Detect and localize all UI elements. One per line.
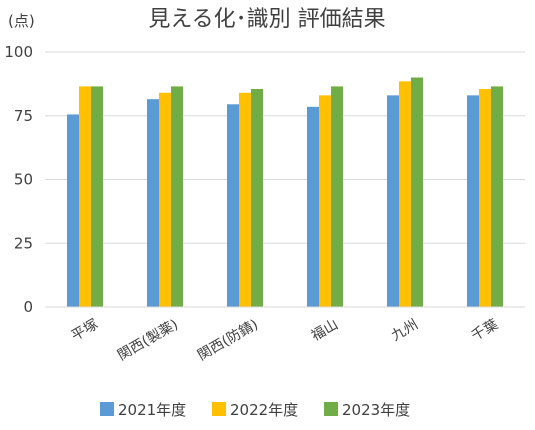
legend-swatch bbox=[324, 402, 338, 416]
y-tick-label: 100 bbox=[4, 43, 33, 61]
x-category-label: 関西(製薬) bbox=[115, 317, 181, 364]
y-axis-ticks: 0 25 50 75 100 bbox=[4, 43, 33, 316]
x-category-label: 九州 bbox=[389, 317, 421, 345]
bar bbox=[479, 88, 491, 307]
legend-swatch bbox=[100, 402, 114, 416]
legend-label: 2021年度 bbox=[118, 401, 186, 419]
x-category-label: 千葉 bbox=[469, 317, 501, 345]
bar bbox=[171, 86, 183, 307]
chart-title: 見える化･識別 評価結果 bbox=[148, 7, 385, 32]
x-category-label: 平塚 bbox=[69, 317, 101, 345]
bar bbox=[411, 77, 423, 307]
legend-label: 2023年度 bbox=[342, 401, 410, 419]
legend-swatch bbox=[212, 402, 226, 416]
bar bbox=[79, 86, 91, 307]
bar bbox=[331, 86, 343, 307]
bar bbox=[319, 95, 331, 307]
x-category-label: 福山 bbox=[309, 317, 341, 345]
y-axis-unit: (点) bbox=[8, 12, 35, 30]
bar bbox=[491, 86, 503, 307]
x-category-label: 関西(防錆) bbox=[195, 316, 261, 364]
gridlines bbox=[45, 51, 525, 244]
bar bbox=[91, 86, 103, 307]
legend: 2021年度 2022年度 2023年度 bbox=[100, 401, 410, 419]
bar bbox=[239, 92, 251, 307]
bar bbox=[467, 95, 479, 307]
y-tick-label: 25 bbox=[14, 234, 33, 252]
bar bbox=[67, 114, 79, 307]
legend-label: 2022年度 bbox=[230, 401, 298, 419]
x-axis-categories: 平塚 関西(製薬) 関西(防錆) 福山 九州 千葉 bbox=[69, 316, 501, 364]
y-tick-label: 0 bbox=[23, 298, 33, 316]
bar bbox=[251, 88, 263, 307]
bars bbox=[67, 77, 503, 308]
bar bbox=[387, 95, 399, 307]
bar bbox=[399, 81, 411, 307]
bar bbox=[147, 99, 159, 307]
bar bbox=[159, 92, 171, 307]
y-tick-label: 50 bbox=[14, 171, 33, 189]
bar bbox=[307, 106, 319, 307]
bar bbox=[227, 104, 239, 308]
y-tick-label: 75 bbox=[14, 107, 33, 125]
